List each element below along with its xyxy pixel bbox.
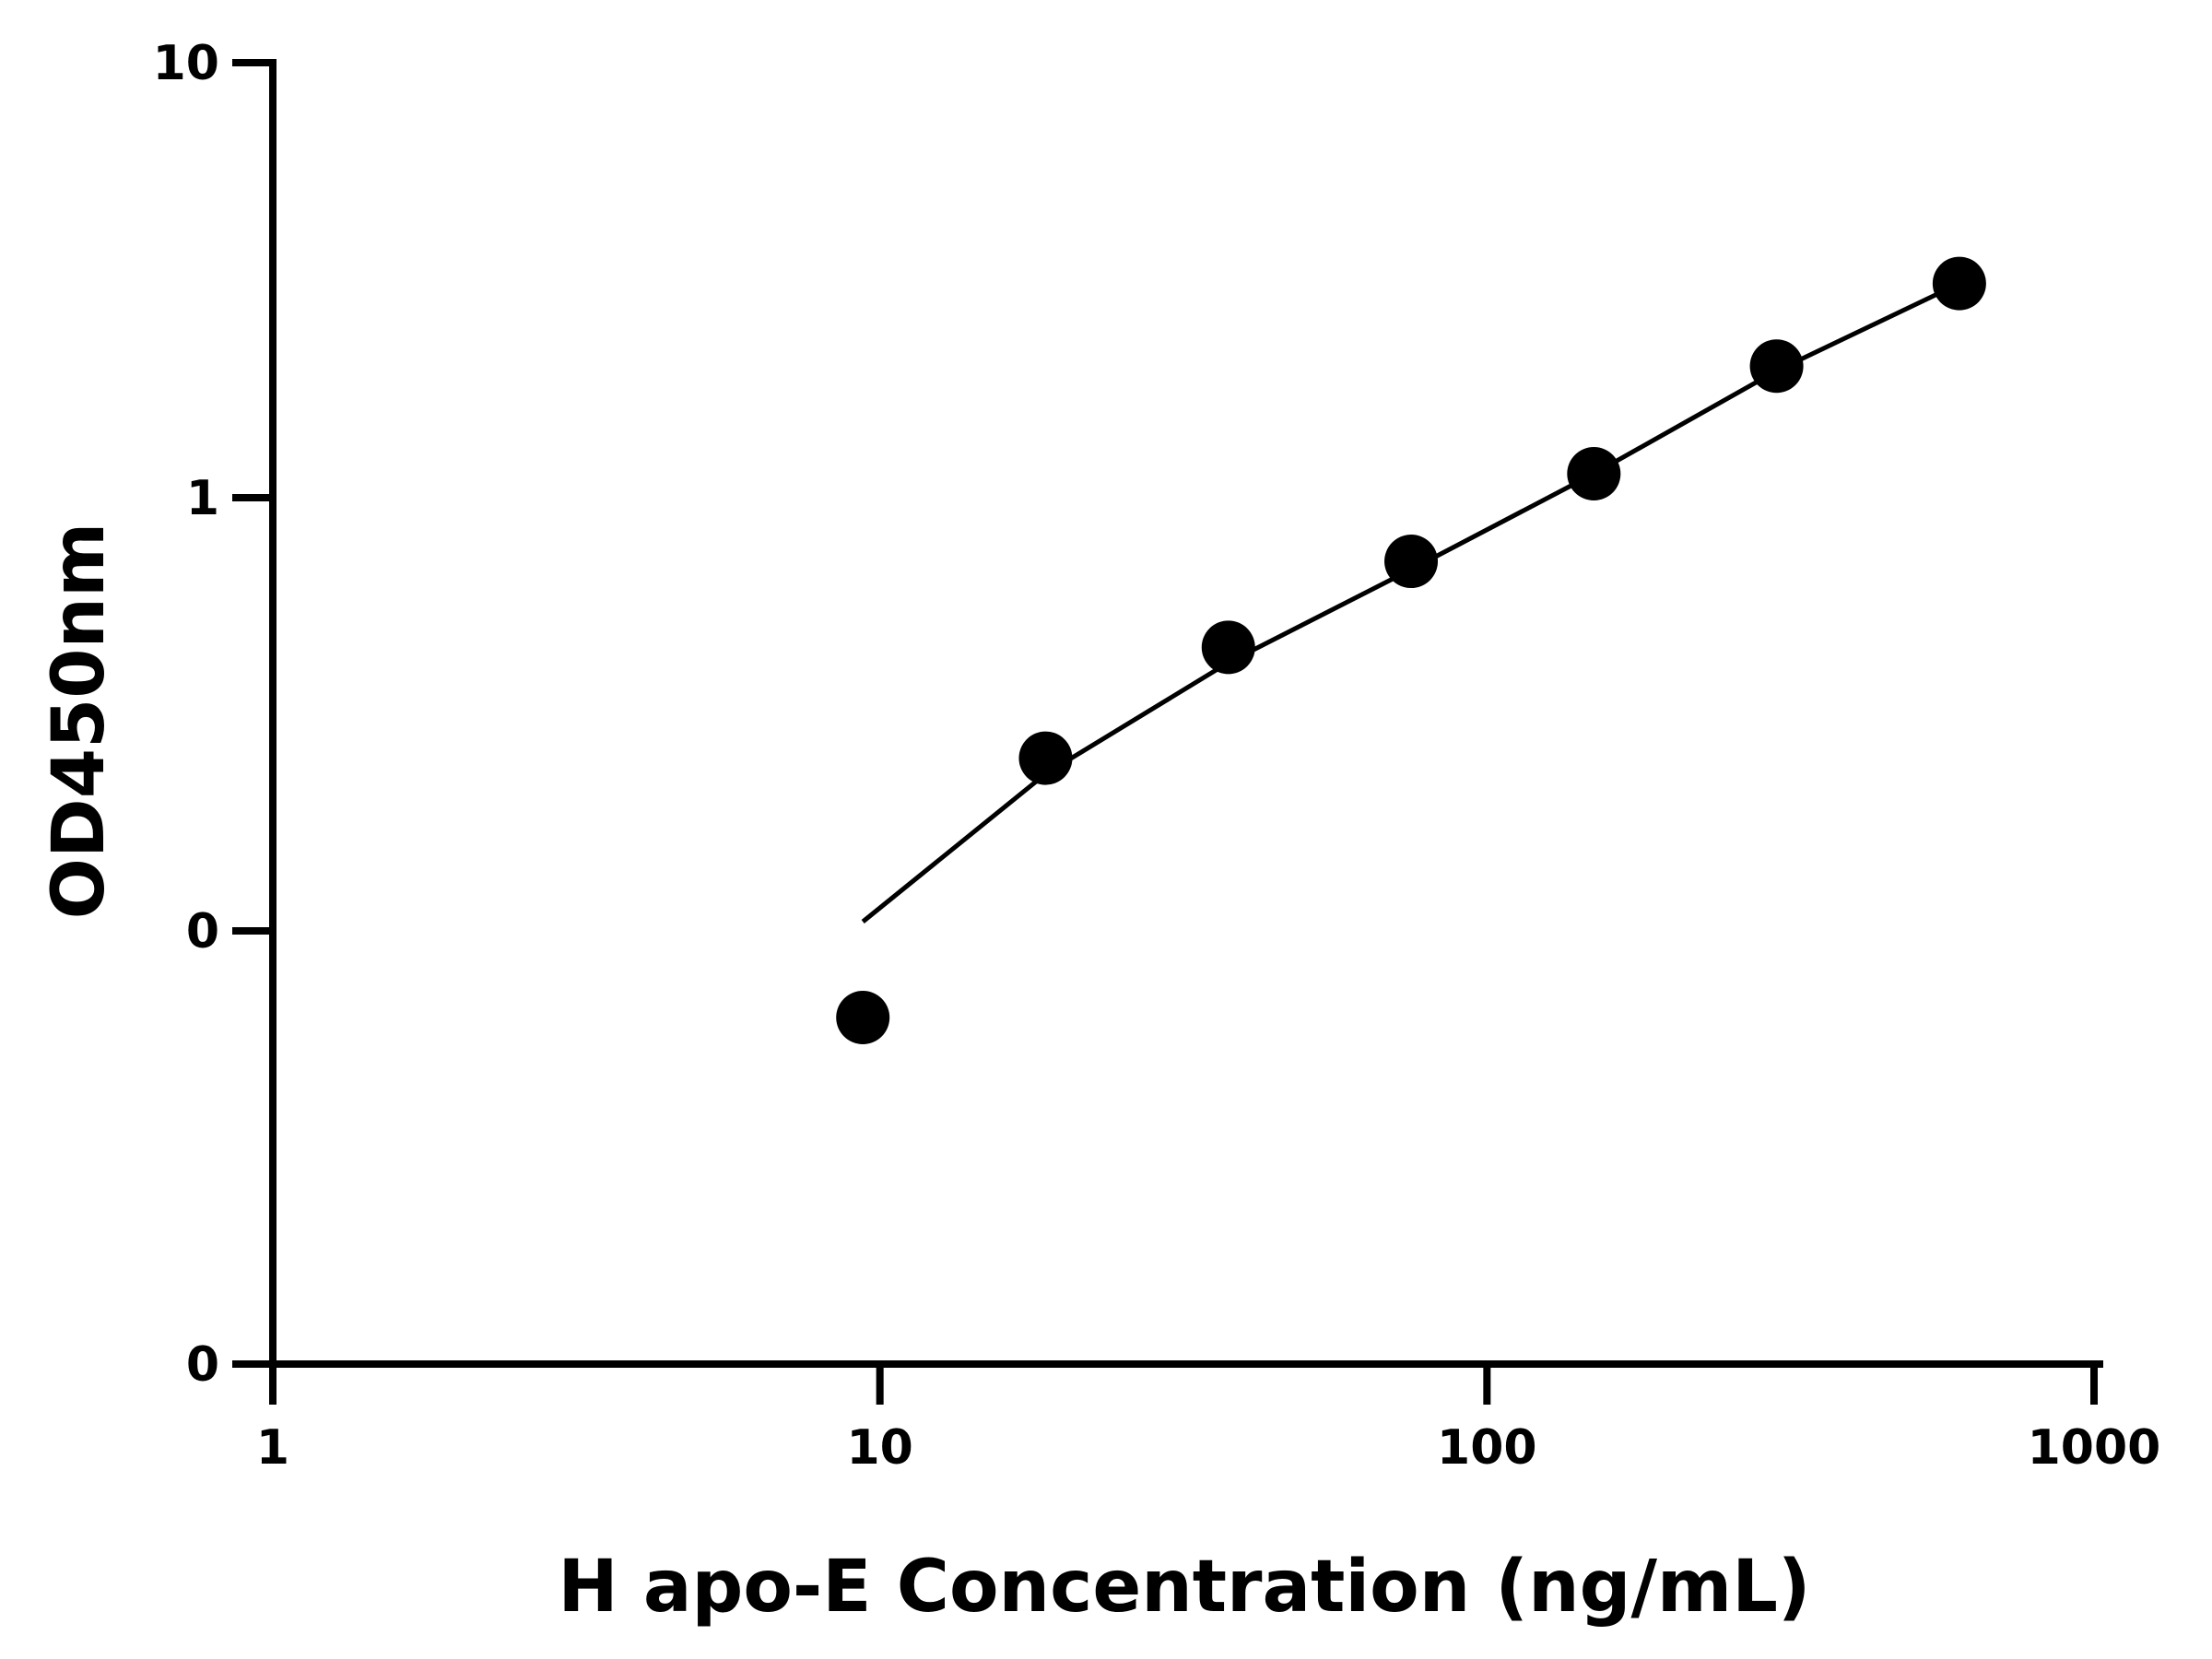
x-tick-label: 100 [1437, 1420, 1537, 1476]
data-point [1932, 256, 1986, 311]
data-point [836, 991, 890, 1044]
x-tick-label: 10 [846, 1420, 912, 1476]
x-tick-label: 1000 [2028, 1420, 2161, 1476]
y-tick-label: 0 [186, 1337, 219, 1393]
y-tick-label: 0 [186, 904, 219, 959]
y-axis-title: OD450nm [38, 523, 121, 920]
axes [232, 59, 2103, 1368]
data-point [1384, 535, 1439, 589]
data-point [1749, 339, 1804, 394]
x-tick-label: 1 [256, 1420, 289, 1476]
x-axis-title: H apo-E Concentration (ng/mL) [558, 1546, 1810, 1629]
data-point [1201, 620, 1255, 675]
y-tick-label: 1 [186, 471, 219, 526]
tick-marks [232, 59, 2098, 1405]
data-point [1018, 731, 1073, 785]
data-point [1567, 447, 1621, 501]
data-points [836, 256, 1986, 1044]
y-tick-label: 10 [153, 36, 219, 91]
